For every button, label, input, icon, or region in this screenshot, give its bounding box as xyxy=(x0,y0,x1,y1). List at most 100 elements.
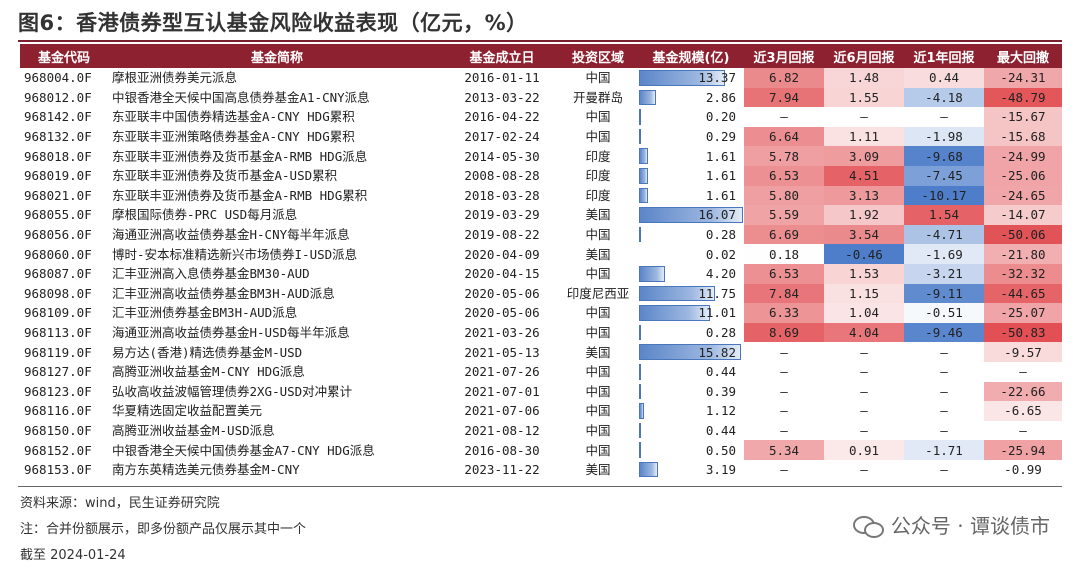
max-drawdown: -15.68 xyxy=(984,126,1062,147)
footer-rule xyxy=(18,486,1062,487)
table-row: 968113.0F 海通亚洲高收益债券基金H-USD每半年派息 2021-03-26… xyxy=(20,322,1062,343)
return-3m: 6.64 xyxy=(744,126,824,147)
inception-date: 2020-04-15 xyxy=(464,266,540,282)
invest-region: 美国 xyxy=(585,462,611,478)
invest-region: 中国 xyxy=(585,109,611,125)
fund-code: 968109.0F xyxy=(24,305,92,321)
return-3m: 5.80 xyxy=(744,185,824,206)
watermark-text: 公众号 · 谭谈债市 xyxy=(890,514,1050,538)
fund-code: 968150.0F xyxy=(24,422,92,438)
inception-date: 2020-05-06 xyxy=(464,305,540,321)
fund-name: 华夏精选固定收益配置美元 xyxy=(112,403,263,419)
return-1y: -9.46 xyxy=(904,322,984,343)
return-1y: – xyxy=(940,403,948,419)
size-value: 0.20 xyxy=(705,109,736,125)
inception-date: 2013-03-22 xyxy=(464,89,540,105)
return-3m: 6.82 xyxy=(744,68,824,88)
return-1y: -10.17 xyxy=(904,185,984,206)
fund-code: 968113.0F xyxy=(24,325,92,341)
max-drawdown: -32.32 xyxy=(984,263,1062,284)
return-1y: – xyxy=(940,422,948,438)
return-6m: 3.13 xyxy=(824,185,904,206)
max-drawdown: -9.57 xyxy=(984,342,1062,362)
fund-code: 968060.0F xyxy=(24,246,92,262)
fund-name: 汇丰亚洲高入息债券基金BM30-AUD xyxy=(112,266,310,282)
size-bar xyxy=(639,285,715,302)
return-6m: 4.04 xyxy=(824,322,904,343)
size-value: 0.50 xyxy=(705,442,736,458)
return-1y: – xyxy=(940,344,948,360)
return-6m: 1.48 xyxy=(824,68,904,88)
max-drawdown: -15.67 xyxy=(984,107,1062,127)
fund-size: 0.28 xyxy=(638,323,744,343)
table-header-row: 基金代码 基金简称 基金成立日 投资区域 基金规模(亿) 近3月回报 近6月回报… xyxy=(20,44,1062,68)
fund-size: 1.61 xyxy=(638,146,744,166)
size-value: 11.75 xyxy=(698,285,736,301)
return-1y: -4.18 xyxy=(904,87,984,108)
size-bar xyxy=(639,383,641,400)
invest-region: 美国 xyxy=(585,344,611,360)
fund-name: 高腾亚洲收益基金M-CNY HDG派息 xyxy=(112,364,305,380)
fund-code: 968055.0F xyxy=(24,207,92,223)
fund-name: 东亚联丰亚洲债券及货币基金A-RMB HDG累积 xyxy=(112,187,368,203)
return-3m: – xyxy=(780,403,788,419)
inception-date: 2008-08-28 xyxy=(464,168,540,184)
table-row: 968087.0F 汇丰亚洲高入息债券基金BM30-AUD 2020-04-15 中国… xyxy=(20,263,1062,284)
invest-region: 中国 xyxy=(585,266,611,282)
size-value: 4.20 xyxy=(705,266,736,282)
size-bar xyxy=(639,324,641,341)
inception-date: 2016-08-30 xyxy=(464,442,540,458)
merge-note: 注：合并份额展示，即多份额产品仅展示其中一个 xyxy=(20,522,307,537)
return-6m: 1.55 xyxy=(824,87,904,108)
size-value: 1.12 xyxy=(705,403,736,419)
fund-size: 0.50 xyxy=(638,440,744,460)
return-3m: – xyxy=(780,344,788,360)
fund-size: 1.12 xyxy=(638,401,744,421)
fund-size: 11.75 xyxy=(638,284,744,304)
size-bar xyxy=(639,344,742,360)
inception-date: 2019-03-29 xyxy=(464,207,540,223)
max-drawdown: -48.79 xyxy=(984,87,1062,108)
size-value: 2.86 xyxy=(705,89,736,105)
inception-date: 2014-05-30 xyxy=(464,148,540,164)
size-value: 3.19 xyxy=(705,462,736,478)
fund-size: 1.61 xyxy=(638,186,744,206)
fund-size: 13.37 xyxy=(638,68,744,88)
table-row: 968012.0F 中银香港全天候中国高息债券基金A1-CNY派息 2013-03-… xyxy=(20,87,1062,108)
invest-region: 开曼群岛 xyxy=(572,89,623,105)
max-drawdown: -6.65 xyxy=(984,401,1062,421)
return-6m: – xyxy=(860,383,868,399)
size-bar xyxy=(639,226,641,243)
return-6m: 1.15 xyxy=(824,283,904,304)
max-drawdown: -22.66 xyxy=(984,381,1062,402)
table-row: 968132.0F 东亚联丰亚洲策略债券基金A-CNY HDG累积 2017-02-… xyxy=(20,126,1062,147)
fund-code: 968116.0F xyxy=(24,403,92,419)
size-bar xyxy=(639,403,645,419)
return-1y: – xyxy=(940,462,948,478)
fund-size: 0.44 xyxy=(638,421,744,441)
fund-name: 海通亚洲高收益债券基金H-CNY每半年派息 xyxy=(112,227,350,243)
max-drawdown: -21.80 xyxy=(984,244,1062,264)
table-row: 968060.0F 博时-安本标准精选新兴市场债券I-USD派息 2020-04-0… xyxy=(20,244,1062,264)
return-3m: 5.59 xyxy=(744,205,824,225)
inception-date: 2021-05-13 xyxy=(464,344,540,360)
size-value: 16.07 xyxy=(698,207,736,223)
fund-size: 3.19 xyxy=(638,460,744,480)
return-3m: – xyxy=(780,462,788,478)
fund-name: 博时-安本标准精选新兴市场债券I-USD派息 xyxy=(112,246,358,262)
size-value: 13.37 xyxy=(698,70,736,86)
return-6m: 4.51 xyxy=(824,165,904,186)
title-rule xyxy=(18,40,1062,42)
inception-date: 2016-01-11 xyxy=(464,70,540,86)
fund-code: 968127.0F xyxy=(24,364,92,380)
return-6m: – xyxy=(860,344,868,360)
size-value: 0.44 xyxy=(705,364,736,380)
return-3m: 7.94 xyxy=(744,87,824,108)
size-bar xyxy=(639,109,641,125)
max-drawdown: -25.07 xyxy=(984,303,1062,323)
return-1y: -7.45 xyxy=(904,165,984,186)
return-3m: – xyxy=(780,109,788,125)
return-3m: 8.69 xyxy=(744,322,824,343)
fund-size: 0.29 xyxy=(638,127,744,147)
invest-region: 中国 xyxy=(585,422,611,438)
